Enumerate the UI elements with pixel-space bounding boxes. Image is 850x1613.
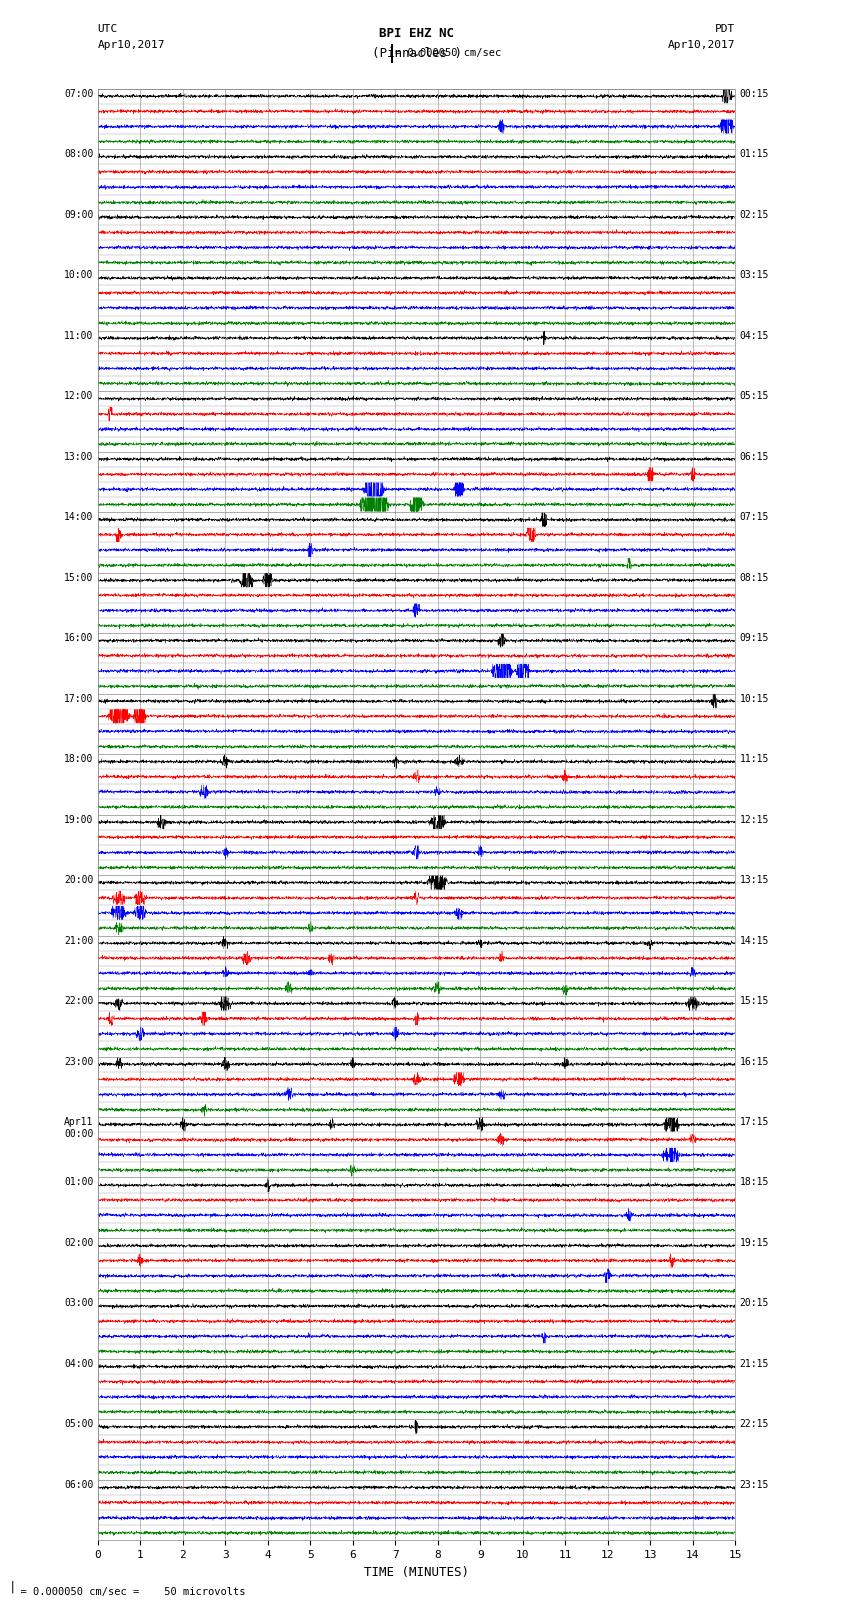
- Text: 02:00: 02:00: [64, 1239, 94, 1248]
- Text: 19:15: 19:15: [740, 1239, 769, 1248]
- Text: 17:00: 17:00: [64, 694, 94, 703]
- Text: 02:15: 02:15: [740, 210, 769, 219]
- Text: UTC: UTC: [98, 24, 118, 34]
- Text: 13:00: 13:00: [64, 452, 94, 461]
- Text: 01:00: 01:00: [64, 1177, 94, 1187]
- Text: BPI EHZ NC: BPI EHZ NC: [379, 27, 454, 40]
- Text: 21:15: 21:15: [740, 1358, 769, 1369]
- Text: 10:00: 10:00: [64, 271, 94, 281]
- Text: 08:00: 08:00: [64, 150, 94, 160]
- Text: 18:00: 18:00: [64, 753, 94, 765]
- Text: 23:15: 23:15: [740, 1481, 769, 1490]
- Text: 07:00: 07:00: [64, 89, 94, 98]
- Text: 16:00: 16:00: [64, 632, 94, 644]
- Text: 21:00: 21:00: [64, 936, 94, 945]
- Text: 20:15: 20:15: [740, 1298, 769, 1308]
- Text: 20:00: 20:00: [64, 874, 94, 886]
- Text: 09:00: 09:00: [64, 210, 94, 219]
- Text: 12:15: 12:15: [740, 815, 769, 824]
- Text: 04:00: 04:00: [64, 1358, 94, 1369]
- Text: |: |: [8, 1581, 16, 1594]
- Text: 14:00: 14:00: [64, 513, 94, 523]
- Text: 18:15: 18:15: [740, 1177, 769, 1187]
- Text: 03:15: 03:15: [740, 271, 769, 281]
- Text: 14:15: 14:15: [740, 936, 769, 945]
- Text: = 0.000050 cm/sec: = 0.000050 cm/sec: [395, 48, 501, 58]
- Text: 23:00: 23:00: [64, 1057, 94, 1066]
- Text: PDT: PDT: [715, 24, 735, 34]
- Text: 05:15: 05:15: [740, 392, 769, 402]
- Text: = 0.000050 cm/sec =    50 microvolts: = 0.000050 cm/sec = 50 microvolts: [8, 1587, 246, 1597]
- Text: 03:00: 03:00: [64, 1298, 94, 1308]
- Text: 15:15: 15:15: [740, 997, 769, 1007]
- X-axis label: TIME (MINUTES): TIME (MINUTES): [364, 1566, 469, 1579]
- Text: 00:15: 00:15: [740, 89, 769, 98]
- Text: 07:15: 07:15: [740, 513, 769, 523]
- Text: 08:15: 08:15: [740, 573, 769, 582]
- Text: 09:15: 09:15: [740, 632, 769, 644]
- Text: 06:00: 06:00: [64, 1481, 94, 1490]
- Text: (Pinnacles ): (Pinnacles ): [371, 47, 462, 60]
- Text: 04:15: 04:15: [740, 331, 769, 340]
- Text: 22:15: 22:15: [740, 1419, 769, 1429]
- Text: 17:15: 17:15: [740, 1118, 769, 1127]
- Text: Apr10,2017: Apr10,2017: [668, 40, 735, 50]
- Text: 22:00: 22:00: [64, 997, 94, 1007]
- Text: 16:15: 16:15: [740, 1057, 769, 1066]
- Text: 11:00: 11:00: [64, 331, 94, 340]
- Text: Apr10,2017: Apr10,2017: [98, 40, 165, 50]
- Text: 19:00: 19:00: [64, 815, 94, 824]
- Text: 01:15: 01:15: [740, 150, 769, 160]
- Text: 10:15: 10:15: [740, 694, 769, 703]
- Text: 15:00: 15:00: [64, 573, 94, 582]
- Text: 12:00: 12:00: [64, 392, 94, 402]
- Text: 06:15: 06:15: [740, 452, 769, 461]
- Text: 11:15: 11:15: [740, 753, 769, 765]
- Text: Apr11
00:00: Apr11 00:00: [64, 1118, 94, 1139]
- Text: 13:15: 13:15: [740, 874, 769, 886]
- Text: 05:00: 05:00: [64, 1419, 94, 1429]
